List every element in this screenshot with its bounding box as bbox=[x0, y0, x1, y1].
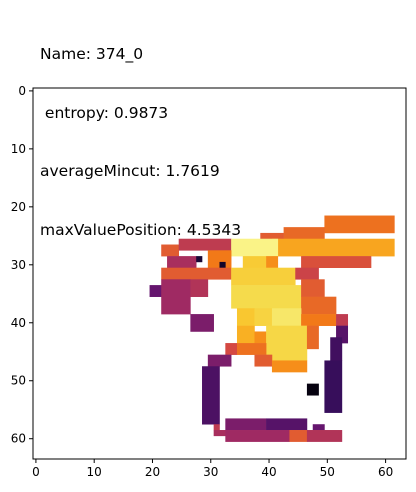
heatmap-cell-block bbox=[266, 256, 279, 268]
y-tick-label: 30 bbox=[11, 258, 26, 272]
heatmap-cell-block bbox=[260, 232, 284, 240]
heatmap-cell-block bbox=[271, 238, 395, 257]
title-line-entropy: entropy: 0.9873 bbox=[40, 103, 169, 122]
heatmap-cell-block bbox=[301, 314, 337, 326]
heatmap-cell-block bbox=[207, 354, 232, 367]
heatmap-cell-block bbox=[202, 366, 220, 425]
heatmap-cell-block bbox=[236, 343, 267, 355]
heatmap-cell-block bbox=[301, 279, 325, 297]
x-axis-ticks: 0 10 20 30 40 50 60 bbox=[32, 459, 393, 479]
heatmap-cell-block bbox=[190, 279, 209, 297]
heatmap-cell-block bbox=[225, 343, 238, 355]
y-tick-label: 50 bbox=[11, 374, 26, 388]
heatmap-cell-block bbox=[225, 430, 290, 442]
title-line-max-value-position: maxValuePosition: 4.5343 bbox=[40, 220, 242, 239]
x-tick-label: 60 bbox=[378, 465, 393, 479]
x-tick-label: 0 bbox=[32, 465, 40, 479]
heatmap-cell-block bbox=[190, 314, 214, 332]
heatmap-cell-block bbox=[266, 325, 308, 361]
x-tick-label: 40 bbox=[261, 465, 276, 479]
title-line-name: Name: 374_0 bbox=[40, 45, 144, 63]
axes-frame bbox=[32, 87, 407, 460]
heatmap-cell-block bbox=[231, 267, 296, 286]
heatmap-cell-block bbox=[306, 383, 319, 396]
heatmap-cell-block bbox=[236, 325, 255, 344]
heatmap-cell-block bbox=[306, 430, 343, 442]
heatmap-cell-block bbox=[254, 308, 273, 326]
heatmap-cell-block bbox=[324, 215, 395, 234]
heatmap-cell-block bbox=[225, 418, 267, 431]
heatmap-cell-block bbox=[161, 279, 191, 315]
heatmap-cell-block bbox=[301, 296, 337, 315]
heatmap-cell-block bbox=[161, 267, 232, 280]
heatmap-cell-block bbox=[330, 337, 343, 361]
y-tick-label: 60 bbox=[11, 432, 26, 446]
heatmap-cell-block bbox=[312, 424, 325, 431]
heatmap-cell-block bbox=[301, 256, 372, 268]
heatmap-cell-block bbox=[266, 418, 308, 431]
heatmap-cell-block bbox=[213, 424, 220, 431]
x-tick-label: 50 bbox=[320, 465, 335, 479]
heatmap-cell-block bbox=[219, 261, 226, 269]
heatmap-cell-block bbox=[254, 354, 273, 367]
y-tick-label: 10 bbox=[11, 142, 26, 156]
y-tick-label: 20 bbox=[11, 200, 26, 214]
heatmap-cell-block bbox=[213, 430, 226, 437]
heatmap-cell-block bbox=[196, 256, 203, 263]
heatmap-cell-block bbox=[161, 244, 179, 257]
x-tick-label: 20 bbox=[145, 465, 160, 479]
y-axis-ticks: 0 10 20 30 40 50 60 bbox=[11, 84, 33, 446]
heatmap-cell-block bbox=[295, 267, 319, 280]
heatmap-cell-block bbox=[271, 308, 302, 326]
heatmap-cell-block bbox=[231, 238, 279, 257]
chart-title: Name: 374_0 entropy: 0.9873 averageMincu… bbox=[40, 6, 241, 260]
heatmap-cell-block bbox=[167, 256, 197, 268]
heatmap-cell-block bbox=[178, 238, 232, 251]
heatmap-cell-block bbox=[236, 308, 255, 326]
x-tick-label: 10 bbox=[87, 465, 102, 479]
heatmap-cell-block bbox=[149, 285, 162, 297]
x-tick-label: 30 bbox=[203, 465, 218, 479]
heatmap-cells bbox=[149, 215, 395, 442]
heatmap-cell-block bbox=[306, 325, 319, 350]
y-tick-label: 40 bbox=[11, 316, 26, 330]
heatmap-cell-block bbox=[271, 360, 308, 373]
heatmap-cell-block bbox=[336, 314, 349, 326]
heatmap-cell-block bbox=[336, 325, 349, 344]
heatmap-cell-block bbox=[324, 360, 343, 413]
heatmap-cell-block bbox=[283, 227, 325, 240]
heatmap-cell-block bbox=[289, 430, 308, 442]
y-tick-label: 0 bbox=[18, 84, 26, 98]
title-line-average-mincut: averageMincut: 1.7619 bbox=[40, 162, 220, 180]
heatmap-cell-block bbox=[231, 285, 302, 309]
heatmap-cell-block bbox=[254, 331, 267, 344]
